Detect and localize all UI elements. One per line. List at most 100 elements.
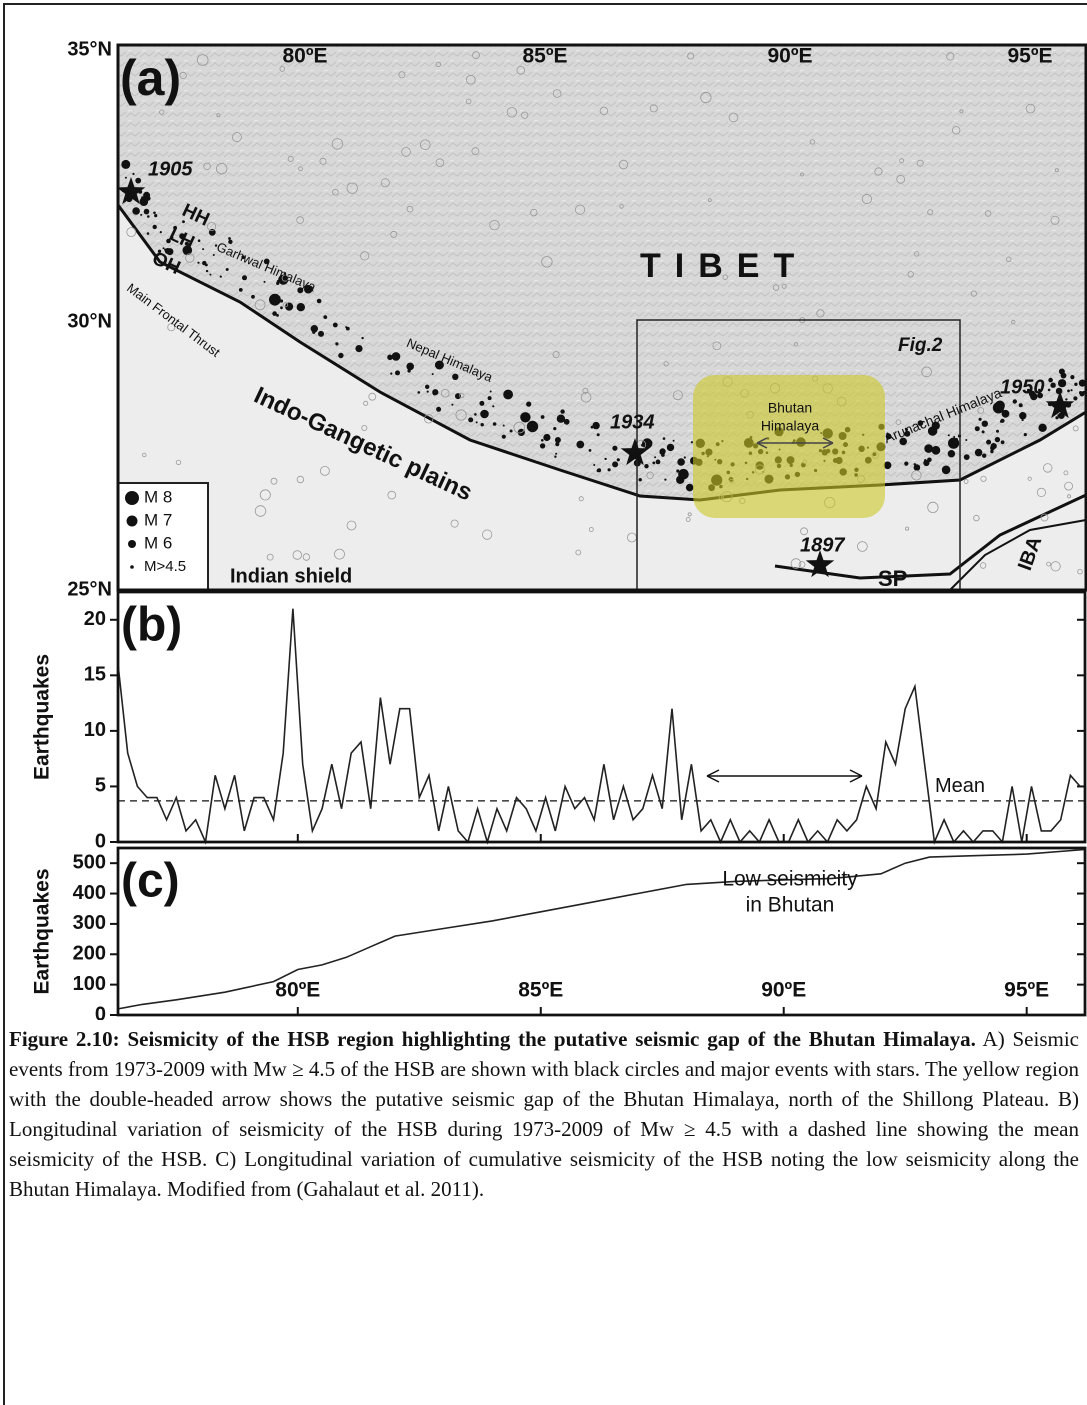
quake-dot — [147, 215, 150, 218]
quake-ring — [707, 198, 712, 203]
quake-dot — [323, 315, 328, 319]
quake-dot — [263, 258, 270, 265]
quake-ring — [380, 178, 390, 188]
quake-dot — [1048, 377, 1053, 383]
quake-dot — [279, 299, 284, 303]
quake-ring — [167, 323, 176, 332]
quake-dot — [480, 409, 489, 419]
quake-dot — [555, 452, 558, 455]
quake-dot — [554, 455, 557, 458]
quake-dot — [184, 241, 189, 246]
quake-dot — [135, 177, 142, 184]
y-tick-label: 0 — [95, 1003, 106, 1020]
quake-dot — [1067, 389, 1070, 393]
quake-dot — [162, 247, 165, 250]
quake-ring — [984, 210, 992, 217]
quake-dot — [159, 231, 162, 234]
quake-ring — [959, 109, 964, 114]
y-axis-title: Earthquakes — [31, 868, 54, 994]
quake-ring — [435, 61, 441, 68]
quake-ring — [270, 477, 278, 485]
quake-dot — [143, 208, 150, 215]
panel-label: (c) — [121, 855, 180, 908]
quake-ring — [552, 89, 562, 98]
quake-dot — [588, 449, 592, 452]
legend-label: M 6 — [144, 533, 172, 552]
quake-dot — [296, 303, 305, 312]
quake-dot — [316, 298, 322, 304]
quake-ring — [334, 548, 345, 560]
quake-ring — [465, 98, 472, 105]
quake-dot — [1037, 392, 1043, 399]
quake-ring — [905, 526, 910, 531]
quake-ring — [207, 222, 217, 232]
quake-ring — [1050, 561, 1061, 572]
quake-dot — [202, 260, 207, 266]
quake-dot — [355, 345, 363, 353]
y-tick-label: 15 — [84, 664, 106, 686]
quake-ring — [1072, 425, 1079, 432]
quake-ring — [126, 227, 137, 238]
quake-dot — [276, 314, 279, 317]
quake-ring — [142, 452, 147, 458]
major-event-star — [620, 438, 650, 466]
mean-label: Mean — [935, 775, 985, 797]
stars — [116, 177, 1075, 578]
quake-ring — [861, 193, 873, 205]
quake-dot — [238, 288, 243, 292]
quake-ring — [302, 553, 311, 561]
quake-ring — [952, 126, 961, 135]
quake-ring — [231, 132, 242, 143]
quake-ring — [450, 519, 459, 528]
figure: M 8 M 7 M 6 M>4.5 (a) 35°N 30°N 25°N 80º… — [31, 38, 1087, 1020]
quake-ring — [921, 366, 932, 378]
quake-dot — [556, 414, 566, 423]
quake-dot — [666, 443, 675, 452]
quake-ring — [471, 147, 480, 156]
quake-dot — [269, 293, 281, 306]
quake-dot — [947, 450, 956, 458]
quake-dot — [1047, 388, 1051, 392]
year-label: 1934 — [610, 411, 655, 433]
quake-dot — [479, 400, 485, 406]
quake-ring — [916, 159, 924, 167]
quake-ring — [913, 251, 920, 257]
quake-dot — [931, 445, 941, 455]
quake-dot — [166, 238, 171, 244]
quake-dot — [923, 459, 930, 467]
quake-ring — [368, 392, 377, 401]
quake-dot — [883, 461, 892, 470]
quake-dot — [283, 272, 286, 276]
quake-dot — [492, 422, 497, 426]
thrust-iba — [949, 519, 1087, 591]
quake-dot — [1050, 382, 1056, 388]
quake-dot — [917, 420, 924, 426]
quake-ring — [575, 549, 582, 556]
quake-dot — [501, 434, 506, 439]
quake-ring — [619, 204, 624, 209]
quake-ring — [319, 157, 327, 165]
quake-dot — [332, 322, 338, 328]
quake-ring — [398, 71, 406, 79]
y-tick-label: 200 — [73, 943, 106, 965]
quake-ring — [1067, 494, 1072, 499]
quake-dot — [452, 373, 459, 380]
quake-dot — [345, 326, 350, 331]
quake-dot — [391, 352, 401, 361]
quake-dot — [948, 437, 960, 449]
quake-ring — [424, 414, 434, 424]
quake-dot — [225, 268, 229, 271]
quake-dot — [280, 306, 283, 310]
quake-dot — [502, 424, 505, 427]
quake-dot — [642, 438, 653, 449]
quake-ring — [196, 54, 209, 66]
quake-ring — [459, 392, 465, 399]
quake-ring — [899, 158, 905, 164]
quake-ring — [516, 66, 526, 75]
quake-ring — [465, 74, 476, 85]
quake-dot — [576, 440, 585, 449]
quake-dot — [146, 196, 151, 201]
quake-ring — [361, 424, 368, 431]
quake-ring — [521, 111, 529, 119]
major-event-star — [116, 177, 146, 205]
